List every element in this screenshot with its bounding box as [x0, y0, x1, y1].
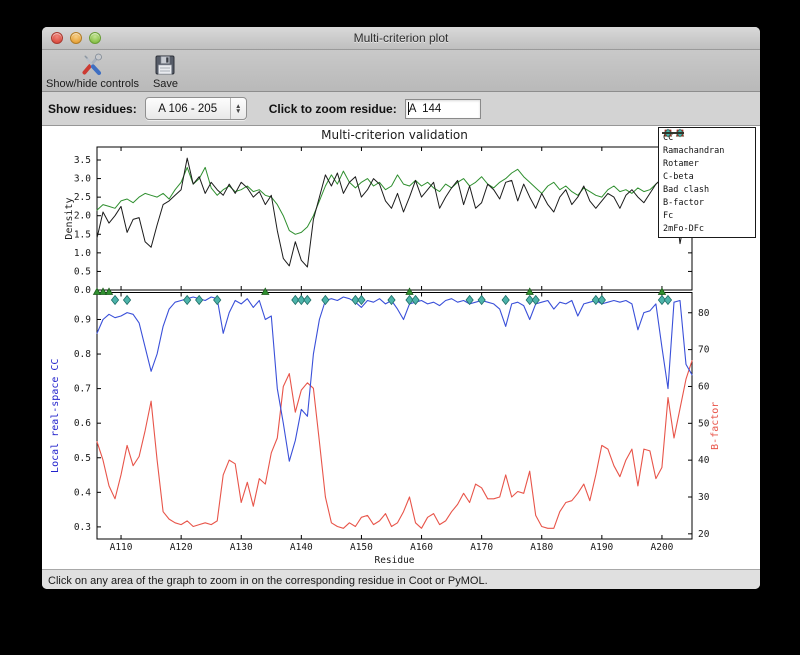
- svg-text:1.0: 1.0: [74, 248, 91, 259]
- tools-icon: [79, 52, 105, 78]
- window-title: Multi-criterion plot: [354, 31, 449, 45]
- svg-text:3.0: 3.0: [74, 174, 91, 185]
- residue-range-select[interactable]: A 106 - 205 ▲▼: [145, 97, 247, 120]
- svg-text:0.7: 0.7: [74, 384, 91, 395]
- zoom-residue-input[interactable]: A 144: [405, 99, 481, 119]
- svg-text:0.4: 0.4: [74, 487, 91, 498]
- svg-text:2.0: 2.0: [74, 211, 91, 222]
- svg-text:A110: A110: [110, 542, 133, 553]
- legend-item-ramachandran: Ramachandran: [663, 144, 755, 157]
- svg-text:60: 60: [698, 381, 710, 392]
- close-button[interactable]: [51, 32, 63, 44]
- svg-text:Multi-criterion validation: Multi-criterion validation: [321, 128, 468, 142]
- svg-text:0.9: 0.9: [74, 314, 91, 325]
- svg-text:B-factor: B-factor: [710, 402, 721, 450]
- svg-text:A130: A130: [230, 542, 253, 553]
- legend-item-fc: Fc: [663, 209, 755, 222]
- zoom-button[interactable]: [89, 32, 101, 44]
- plot-legend: CCRamachandranRotamerC-betaBad clashB-fa…: [658, 127, 756, 238]
- svg-text:Density: Density: [64, 197, 75, 239]
- svg-text:1.5: 1.5: [74, 229, 91, 240]
- svg-text:70: 70: [698, 345, 710, 356]
- legend-label: Bad clash: [663, 185, 709, 195]
- legend-item-rotamer: Rotamer: [663, 157, 755, 170]
- svg-text:Residue: Residue: [374, 555, 414, 566]
- show-residues-label: Show residues:: [48, 102, 137, 116]
- svg-text:0.5: 0.5: [74, 266, 91, 277]
- legend-label: C-beta: [663, 172, 694, 182]
- svg-text:Local real-space CC: Local real-space CC: [50, 359, 61, 473]
- plot-canvas[interactable]: Multi-criterion validation A110 A120 A130 A1…: [42, 126, 760, 569]
- save-icon: [153, 52, 177, 78]
- legend-label: 2mFo-DFc: [663, 224, 704, 234]
- minimize-button[interactable]: [70, 32, 82, 44]
- svg-text:0.3: 0.3: [74, 522, 91, 533]
- show-hide-controls-button[interactable]: Show/hide controls: [46, 52, 139, 90]
- svg-text:A150: A150: [350, 542, 373, 553]
- svg-text:A170: A170: [470, 542, 493, 553]
- svg-text:0.6: 0.6: [74, 418, 91, 429]
- svg-text:A190: A190: [590, 542, 613, 553]
- svg-text:A160: A160: [410, 542, 433, 553]
- svg-text:50: 50: [698, 418, 710, 429]
- svg-text:0.8: 0.8: [74, 349, 91, 360]
- legend-label: Rotamer: [663, 159, 699, 169]
- svg-text:0.5: 0.5: [74, 453, 91, 464]
- save-label: Save: [153, 78, 178, 90]
- legend-label: Ramachandran: [663, 146, 724, 156]
- save-button[interactable]: Save: [153, 52, 178, 90]
- legend-label: Fc: [663, 211, 673, 221]
- svg-text:A120: A120: [170, 542, 193, 553]
- zoom-residue-value: A 144: [409, 103, 442, 115]
- legend-item-b-factor: B-factor: [663, 196, 755, 209]
- legend-item-bad-clash: Bad clash: [663, 183, 755, 196]
- show-hide-controls-label: Show/hide controls: [46, 78, 139, 90]
- legend-item-2mfo-dfc: 2mFo-DFc: [663, 222, 755, 235]
- residue-range-value: A 106 - 205: [146, 103, 230, 115]
- desktop: { "window": { "title": "Multi-criterion …: [0, 0, 800, 655]
- svg-text:A180: A180: [530, 542, 553, 553]
- svg-text:2.5: 2.5: [74, 192, 91, 203]
- legend-label: B-factor: [663, 198, 704, 208]
- stepper-arrows-icon: ▲ ▼: [230, 98, 246, 119]
- status-bar: Click on any area of the graph to zoom i…: [42, 569, 760, 589]
- svg-text:3.5: 3.5: [74, 155, 91, 166]
- title-bar[interactable]: Multi-criterion plot: [42, 27, 760, 50]
- svg-text:20: 20: [698, 529, 710, 540]
- svg-text:80: 80: [698, 308, 710, 319]
- svg-text:40: 40: [698, 455, 710, 466]
- svg-text:A140: A140: [290, 542, 313, 553]
- toolbar: Show/hide controls Save: [42, 50, 760, 92]
- legend-item-c-beta: C-beta: [663, 170, 755, 183]
- svg-text:30: 30: [698, 492, 710, 503]
- app-window: Multi-criterion plot Show/hide controls: [42, 27, 760, 589]
- figure-area: Multi-criterion validation A110 A120 A130 A1…: [42, 126, 760, 569]
- status-text: Click on any area of the graph to zoom i…: [48, 575, 488, 587]
- svg-text:A200: A200: [651, 542, 674, 553]
- svg-text:0.0: 0.0: [74, 285, 91, 296]
- controls-row: Show residues: A 106 - 205 ▲▼ Click to z…: [42, 92, 760, 126]
- zoom-residue-label: Click to zoom residue:: [269, 102, 397, 116]
- traffic-lights: [51, 32, 101, 44]
